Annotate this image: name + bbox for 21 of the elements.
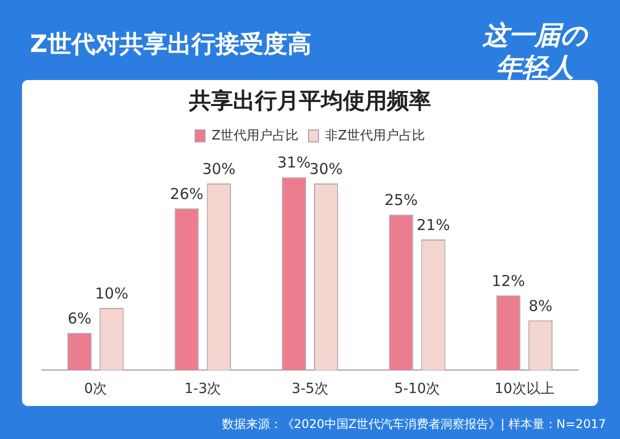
- data-label: 30%: [309, 160, 343, 178]
- data-label: 26%: [170, 184, 204, 203]
- data-label: 25%: [384, 191, 418, 210]
- x-tick-label: 1-3次: [184, 381, 222, 398]
- data-label: 12%: [492, 272, 525, 290]
- chart-subtitle: Z世代对共享出行接受度高: [30, 29, 312, 60]
- data-label: 30%: [202, 160, 236, 178]
- x-tick-label: 10次以上: [494, 381, 554, 398]
- x-tick-label: 5-10次: [394, 381, 440, 398]
- data-label: 6%: [68, 309, 92, 328]
- x-tick-label: 3-5次: [292, 381, 328, 398]
- x-tick-label: 0次: [84, 381, 108, 398]
- data-label: 8%: [528, 296, 552, 315]
- legend-label: 非Z世代用户占比: [325, 128, 425, 144]
- legend-label: Z世代用户占比: [212, 128, 298, 144]
- data-label: 21%: [416, 216, 450, 234]
- chart-title: 共享出行月平均使用频率: [188, 88, 431, 114]
- source-note: 数据来源：《2020中国Z世代汽车消费者洞察报告》| 样本量：N=2017: [220, 416, 606, 433]
- data-label: 10%: [95, 284, 128, 302]
- data-label: 31%: [277, 154, 311, 172]
- text: 这一届の年轻人: [482, 20, 589, 84]
